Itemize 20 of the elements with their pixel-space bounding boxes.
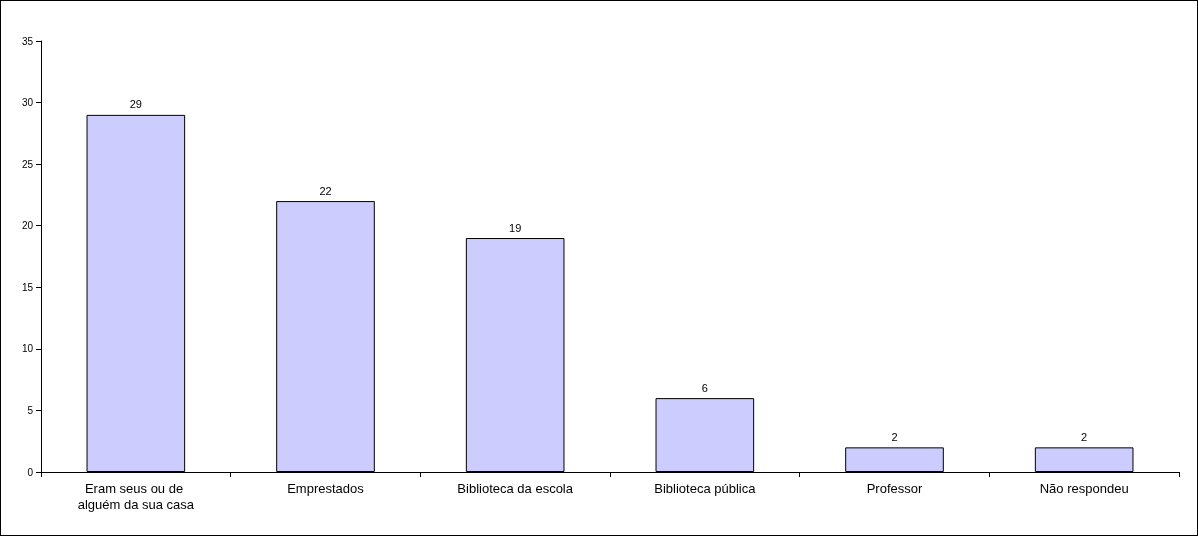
- y-tick-label: 0: [27, 466, 34, 478]
- x-tick-label: Não respondeu: [1039, 480, 1129, 496]
- y-tick-label: 15: [21, 281, 34, 293]
- data-label: 2: [891, 430, 898, 443]
- x-tick-label: Eram seus ou de alguém da sua casa: [77, 480, 195, 512]
- data-label: 29: [129, 98, 142, 111]
- y-tick-label: 10: [21, 343, 34, 355]
- y-tick-label: 30: [21, 97, 34, 109]
- y-tick-label: 5: [27, 404, 34, 416]
- x-tick-label: Biblioteca da escola: [457, 480, 574, 496]
- data-label: 6: [701, 381, 708, 394]
- y-tick-label: 35: [21, 35, 34, 47]
- y-tick-label: 25: [21, 158, 34, 170]
- y-tick-label: 20: [21, 220, 34, 232]
- data-label: 2: [1081, 430, 1088, 443]
- x-tick-label: Emprestados: [287, 480, 365, 496]
- x-tick-label: Biblioteca pública: [654, 480, 757, 496]
- data-label: 19: [509, 221, 522, 234]
- x-tick-label: Professor: [866, 480, 923, 496]
- data-label: 22: [319, 184, 332, 197]
